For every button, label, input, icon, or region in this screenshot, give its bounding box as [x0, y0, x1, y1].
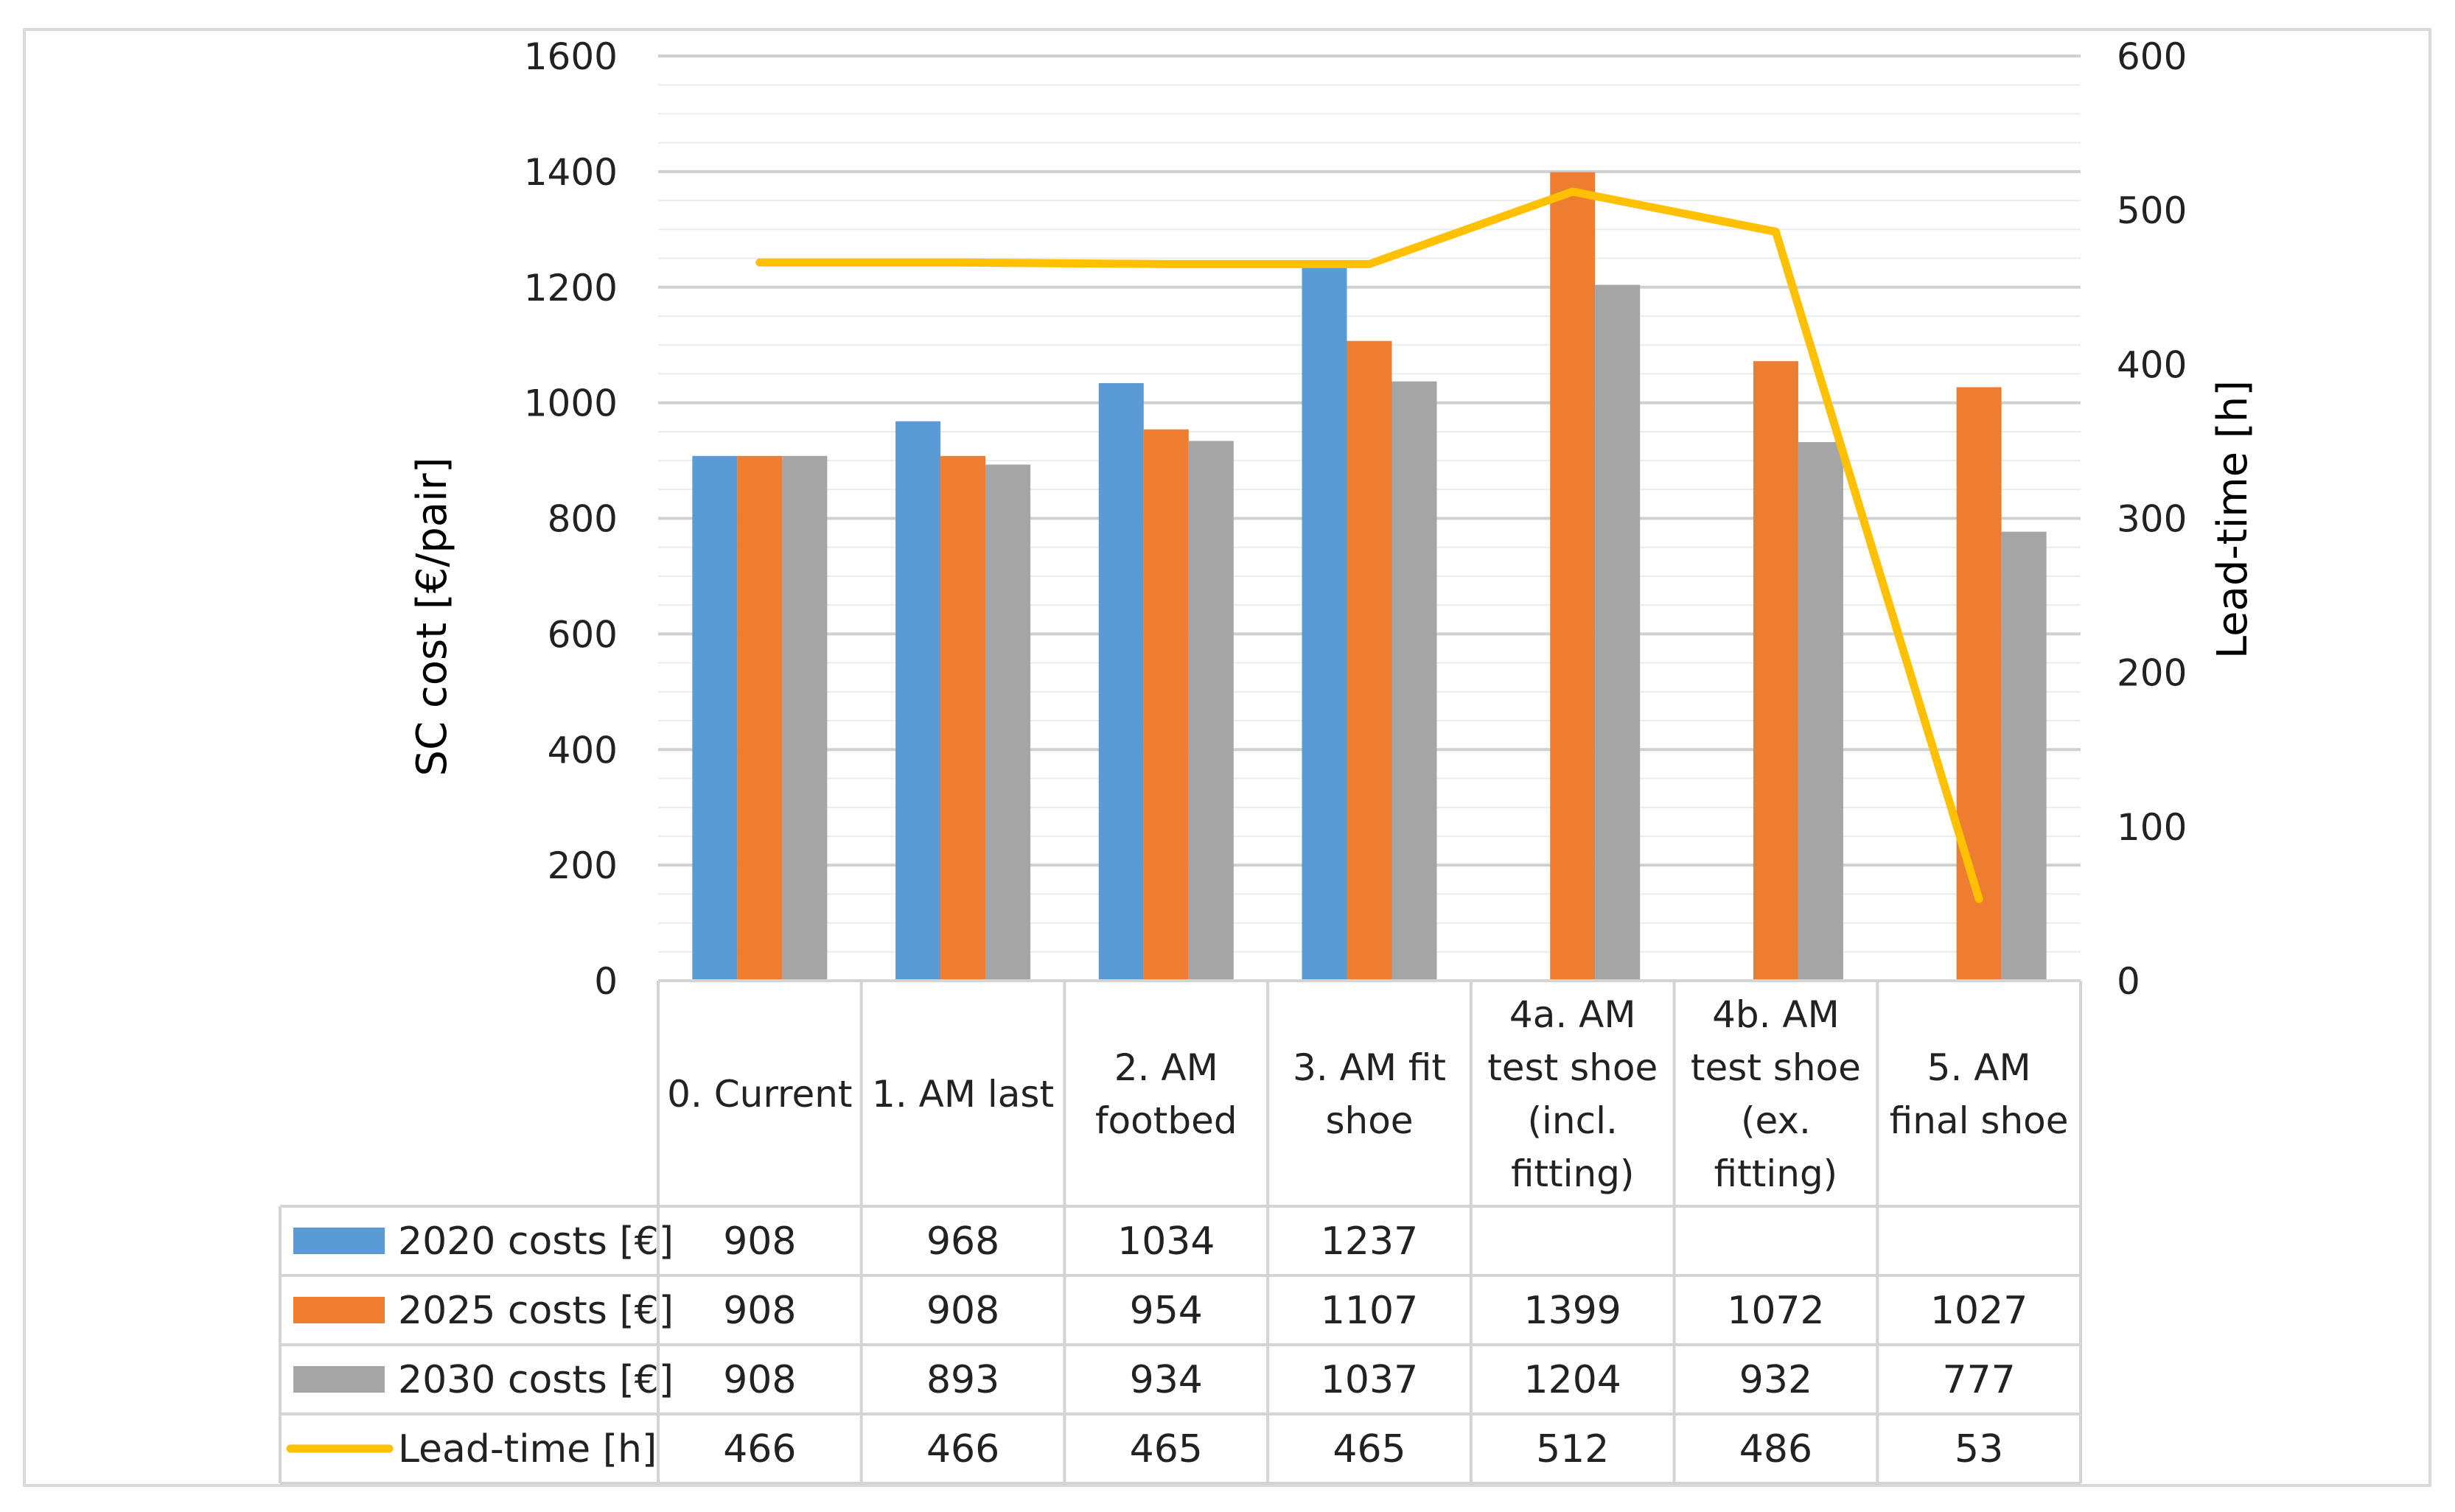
bar-2025-4	[1550, 172, 1596, 981]
category-label-line: 5. AM	[1927, 1046, 2031, 1089]
table-cell-value: 1034	[1117, 1219, 1215, 1264]
table-cell-value: 466	[926, 1427, 999, 1471]
table-cell-value: 954	[1130, 1289, 1203, 1333]
category-label-line: 0. Current	[667, 1073, 852, 1116]
table-cell-value: 908	[723, 1219, 796, 1264]
y-tick-label: 600	[548, 613, 618, 656]
table-cell-value: 908	[723, 1289, 796, 1333]
bar-2020-3	[1302, 265, 1347, 981]
y2-tick-label: 600	[2117, 35, 2187, 78]
table-cell-value: 934	[1130, 1358, 1203, 1402]
bar-2025-2	[1143, 429, 1189, 981]
bar-2030-1	[985, 464, 1031, 981]
category-label: 4a. AM test shoe (incl. fitting)	[1487, 993, 1658, 1195]
legend-swatch	[293, 1228, 385, 1254]
table-cell-value: 968	[926, 1219, 999, 1264]
category-label-line: footbed	[1095, 1099, 1237, 1142]
category-label-line: 4b. AM	[1712, 993, 1840, 1036]
y2-tick-label: 400	[2117, 343, 2187, 386]
legend-label: Lead-time [h]	[398, 1427, 657, 1471]
table-cell-value: 1027	[1930, 1289, 2028, 1333]
axis-ticks: 0 200 400 600 800 1000 1200 1400 1600 0 100 200 300 4…	[524, 35, 2187, 1003]
category-label-line: 2. AM	[1114, 1046, 1218, 1089]
category-label-line: (ex.	[1741, 1099, 1811, 1142]
y2-tick-label: 500	[2117, 189, 2187, 232]
category-label: 3. AM fit shoe	[1293, 1046, 1446, 1142]
y2-tick-label: 300	[2117, 498, 2187, 541]
bar-2025-0	[737, 455, 783, 981]
bar-2025-5	[1753, 361, 1798, 981]
table-cell-value: 908	[926, 1289, 999, 1333]
legend-label: 2025 costs [€]	[398, 1289, 674, 1333]
bar-2025-1	[940, 455, 986, 981]
table-cell-value: 1037	[1321, 1358, 1418, 1402]
y2-tick-label: 0	[2117, 960, 2140, 1003]
legend-swatch	[293, 1297, 385, 1323]
legend-label: 2020 costs [€]	[398, 1219, 674, 1264]
category-label-line: fitting)	[1511, 1152, 1635, 1195]
category-label-line: test shoe	[1691, 1046, 1861, 1089]
category-label: 4b. AM test shoe (ex. fitting)	[1691, 993, 1861, 1195]
bars	[692, 172, 2047, 981]
table-cell-value: 908	[723, 1358, 796, 1402]
category-label-line: test shoe	[1487, 1046, 1658, 1089]
bar-2030-2	[1188, 441, 1234, 981]
bar-2020-1	[895, 421, 941, 981]
y-tick-label: 800	[548, 498, 618, 541]
table-cell-value: 512	[1536, 1427, 1609, 1471]
table-cell-value: 53	[1955, 1427, 2003, 1471]
category-label-line: (incl.	[1528, 1099, 1618, 1142]
category-label-line: shoe	[1325, 1099, 1413, 1142]
bar-2020-2	[1098, 382, 1144, 981]
table-cell-value: 893	[926, 1358, 999, 1402]
y2-tick-label: 100	[2117, 806, 2187, 849]
category-label: 5. AM final shoe	[1890, 1046, 2069, 1142]
category-label: 2. AM footbed	[1095, 1046, 1237, 1142]
legend-swatch	[293, 1366, 385, 1393]
legend-label: 2030 costs [€]	[398, 1358, 674, 1402]
bar-2025-6	[1956, 387, 2002, 981]
y-tick-label: 1200	[524, 267, 618, 309]
table-cell-value: 1204	[1524, 1358, 1621, 1402]
bar-2030-5	[1798, 441, 1843, 981]
data-table: 0. Current 1. AM last 2. AM footbed 3. AM fi…	[279, 979, 2082, 1485]
bar-2030-4	[1595, 284, 1641, 981]
table-cell-value: 466	[723, 1427, 796, 1471]
table-cell-value: 1399	[1524, 1289, 1621, 1333]
y-tick-label: 1600	[524, 35, 618, 78]
table-cell-value: 465	[1333, 1427, 1405, 1471]
category-label: 1. AM last	[872, 1073, 1054, 1116]
category-label-line: 3. AM fit	[1293, 1046, 1446, 1089]
y2-axis-title: Lead-time [h]	[2209, 380, 2257, 659]
category-label: 0. Current	[667, 1073, 852, 1116]
table-cell-value: 1237	[1321, 1219, 1418, 1264]
bar-2030-3	[1391, 381, 1437, 981]
y-tick-label: 400	[548, 729, 618, 771]
category-label-line: fitting)	[1714, 1152, 1838, 1195]
category-label-line: 4a. AM	[1509, 993, 1636, 1036]
y-tick-label: 1400	[524, 151, 618, 194]
category-label-line: final shoe	[1890, 1099, 2069, 1142]
y2-tick-label: 200	[2117, 652, 2187, 695]
y-tick-label: 1000	[524, 382, 618, 425]
table-cell-value: 465	[1130, 1427, 1203, 1471]
bar-2030-0	[782, 455, 828, 981]
table-cell-value: 486	[1739, 1427, 1812, 1471]
bar-2030-6	[2001, 531, 2047, 981]
lead-time-line	[755, 187, 1983, 903]
y-axis-title: SC cost [€/pair]	[408, 457, 456, 776]
bar-2025-3	[1347, 340, 1392, 981]
table-cell-value: 777	[1943, 1358, 2016, 1402]
table-cell-value: 1072	[1727, 1289, 1824, 1333]
y-tick-label: 0	[594, 960, 618, 1003]
category-label-line: 1. AM last	[872, 1073, 1054, 1116]
bar-2020-0	[692, 455, 738, 981]
table-cell-value: 1107	[1321, 1289, 1418, 1333]
table-cell-value: 932	[1739, 1358, 1812, 1402]
lead-time-polyline	[755, 187, 1983, 903]
y-tick-label: 200	[548, 844, 618, 887]
